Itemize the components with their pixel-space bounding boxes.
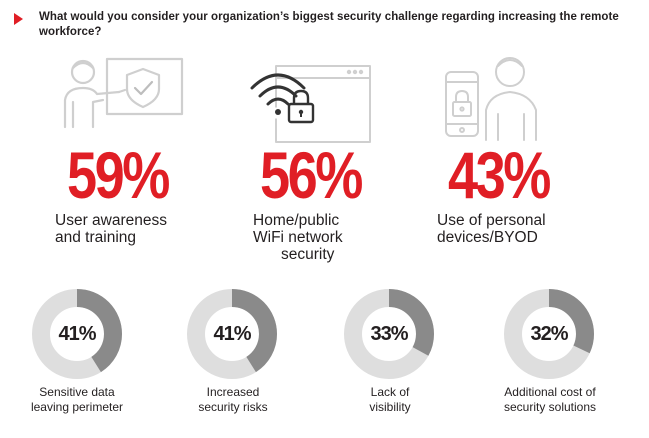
donut-svg [187, 289, 277, 379]
stat-label: Use of personal devices/BYOD [437, 212, 546, 246]
stat-label: User awareness and training [55, 212, 167, 246]
donut-percentage: 33% [370, 323, 408, 345]
phone-lock-person-icon [445, 57, 537, 141]
donut-arc-security-risks [187, 289, 277, 379]
wifi-lock-icon [250, 65, 371, 143]
stat-percentage: 56% [260, 138, 363, 212]
donut-percentage: 41% [58, 323, 96, 345]
donut-label-sensitive-data: Sensitive data leaving perimeter [30, 385, 124, 414]
donut-label-additional-cost: Additional cost of security solutions [503, 385, 597, 414]
stat-label: Home/public WiFi network security [253, 212, 343, 263]
question-header: What would you consider your organizatio… [14, 10, 634, 40]
donut-svg [344, 289, 434, 379]
donut-label-security-risks: Increased security risks [198, 385, 268, 414]
stat-percentage: 59% [67, 138, 170, 212]
donut-percentage: 32% [530, 323, 568, 345]
donut-arc-lack-of-visibility [344, 289, 434, 379]
donut-svg [504, 289, 594, 379]
donut-svg [32, 289, 122, 379]
donut-chart-lack-of-visibility: 33% [343, 288, 435, 380]
donut-label-lack-of-visibility: Lack of visibility [369, 385, 411, 414]
triangle-marker-icon [14, 13, 23, 25]
donut-chart-security-risks: 41% [186, 288, 278, 380]
donut-chart-additional-cost: 32% [503, 288, 595, 380]
presenter-shield-icon [63, 57, 184, 129]
donut-arc-sensitive-data [32, 289, 122, 379]
donut-arc-additional-cost [504, 289, 594, 379]
donut-chart-sensitive-data: 41% [31, 288, 123, 380]
donut-percentage: 41% [213, 323, 251, 345]
stat-percentage: 43% [448, 138, 551, 212]
question-text: What would you consider your organizatio… [39, 11, 619, 38]
